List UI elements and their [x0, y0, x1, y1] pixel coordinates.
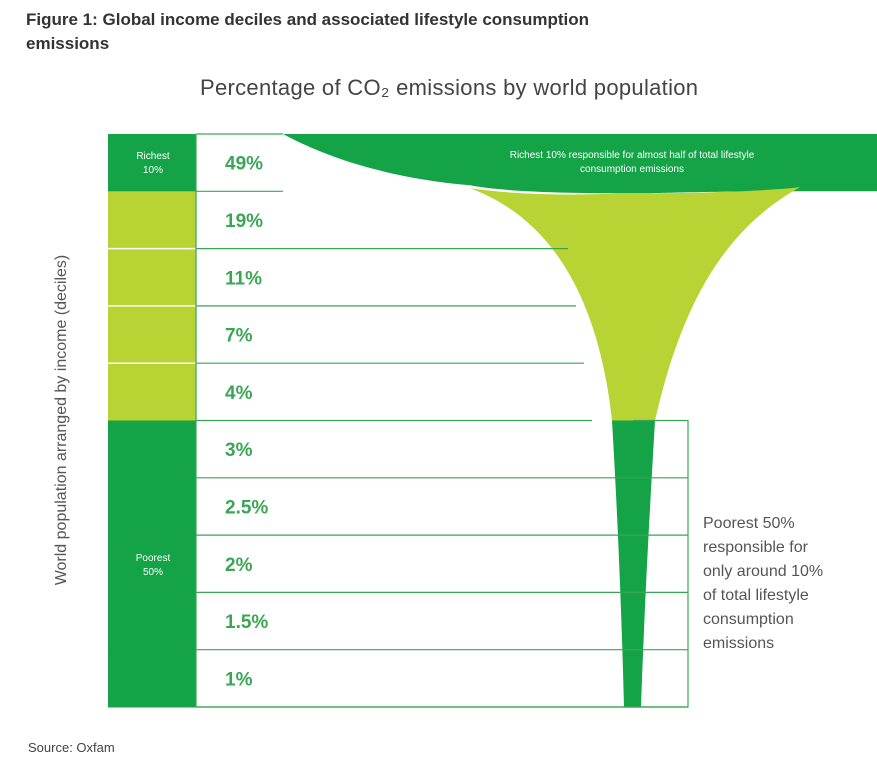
richest-label-line2: 10%: [143, 165, 163, 176]
decile-bar: [108, 363, 196, 421]
poorest-frame: [196, 419, 689, 708]
source-note: Source: Oxfam: [28, 740, 115, 755]
decile-value-label: 2.5%: [225, 497, 268, 518]
richest-annotation-line2: consumption emissions: [580, 164, 684, 175]
poorest-funnel-stem: [612, 420, 655, 707]
decile-bar: [108, 592, 196, 651]
labels-layer: Richest 10% Poorest 50% Richest 10% resp…: [136, 150, 755, 578]
funnel-layer: [283, 134, 877, 707]
decile-value-label: 19%: [225, 211, 263, 232]
decile-value-label: 49%: [225, 154, 263, 175]
decile-bar: [108, 305, 196, 364]
decile-value-label: 4%: [225, 383, 253, 404]
chart-title: Percentage of CO₂ emissions by world pop…: [200, 75, 699, 100]
decile-value-label: 2%: [225, 555, 253, 576]
poorest-annotation-line: consumption: [703, 611, 794, 628]
poorest-annotation-line: responsible for: [703, 539, 808, 556]
decile-bar: [108, 649, 196, 708]
figure-title: Figure 1: Global income deciles and asso…: [26, 8, 856, 56]
richest-funnel-band: [283, 134, 877, 194]
bars-layer: [108, 134, 196, 708]
richest-annotation-line1: Richest 10% responsible for almost half …: [510, 150, 755, 161]
middle-funnel-cone: [470, 187, 800, 421]
decile-bar: [108, 248, 196, 307]
rows-layer: 49% 19% 11% 7% 4% 3% 2.5% 2% 1.5% 1%: [195, 133, 689, 708]
decile-bar: [108, 477, 196, 536]
decile-bar: [108, 191, 196, 250]
decile-value-label: 3%: [225, 440, 253, 461]
poorest-annotation-line: of total lifestyle: [703, 587, 809, 604]
decile-value-label: 7%: [225, 326, 253, 347]
poorest-annotation-line: Poorest 50%: [703, 515, 795, 532]
poorest-label-line1: Poorest: [136, 553, 171, 564]
poorest-annotation: Poorest 50% responsible for only around …: [703, 512, 873, 656]
decile-bar: [108, 134, 196, 192]
decile-value-label: 11%: [225, 268, 262, 289]
figure-title-line2: emissions: [26, 34, 110, 53]
figure-title-line1: Figure 1: Global income deciles and asso…: [26, 10, 590, 29]
decile-value-label: 1%: [225, 669, 253, 690]
poorest-annotation-line: emissions: [703, 635, 775, 652]
decile-value-label: 1.5%: [225, 612, 268, 633]
poorest-label-line2: 50%: [143, 567, 163, 578]
decile-bar: [108, 535, 196, 593]
richest-label-line1: Richest: [136, 151, 170, 162]
decile-bar: [108, 420, 196, 479]
poorest-annotation-line: only around 10%: [703, 563, 824, 580]
